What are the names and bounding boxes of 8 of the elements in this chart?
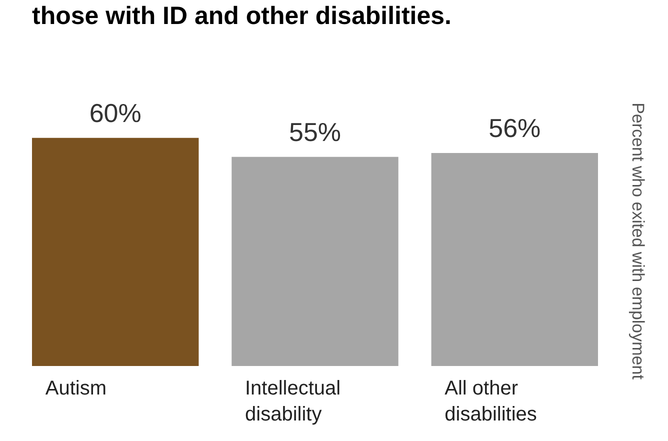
data-label: 56% bbox=[488, 113, 541, 144]
data-label: 55% bbox=[288, 116, 342, 147]
x-tick-label: Autism bbox=[45, 378, 106, 400]
x-tick-label: All other disabilities bbox=[444, 378, 537, 426]
y-axis-title: Percent who exited with employment bbox=[628, 102, 648, 380]
data-label: 60% bbox=[89, 98, 142, 128]
x-tick-label: Intellectual disability bbox=[245, 378, 341, 426]
chart-title: those with ID and other disabilities. bbox=[32, 2, 452, 30]
